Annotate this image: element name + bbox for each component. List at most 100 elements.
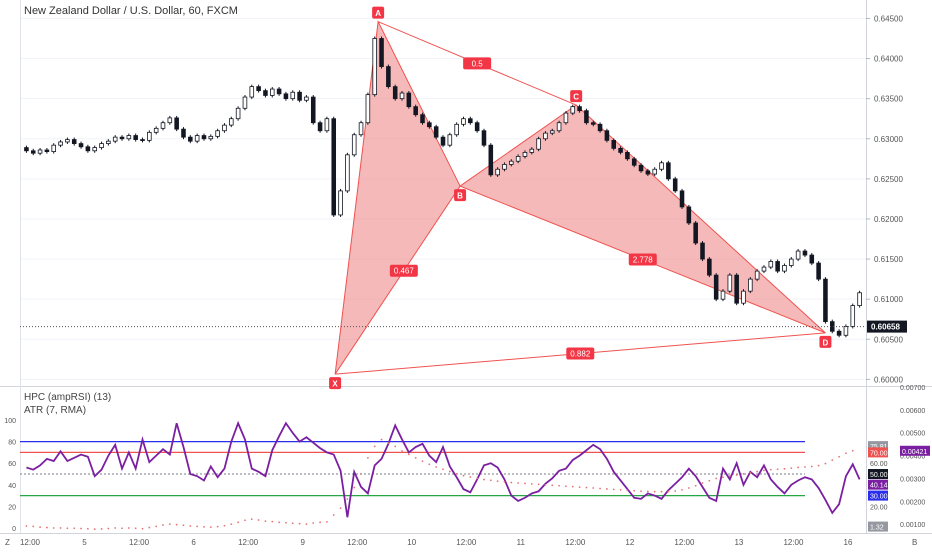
atr-dot bbox=[189, 525, 192, 527]
atr-dot bbox=[469, 476, 472, 478]
candle-body bbox=[713, 274, 719, 300]
time-tick-label: 10 bbox=[407, 538, 416, 547]
atr-dot bbox=[435, 466, 438, 468]
atr-dot bbox=[285, 521, 287, 524]
atr-dot bbox=[86, 527, 89, 530]
candle-body bbox=[659, 162, 664, 170]
atr-dot bbox=[278, 521, 280, 524]
candle-body bbox=[570, 106, 576, 114]
candle-body bbox=[208, 135, 214, 140]
osc-value-tag: 50.00 bbox=[870, 472, 888, 479]
current-price-tag bbox=[867, 320, 907, 333]
atr-dot bbox=[428, 463, 431, 466]
atr-dot bbox=[223, 524, 226, 527]
candle-body bbox=[495, 168, 500, 176]
atr-tick-label: 0.00500 bbox=[900, 431, 925, 438]
atr-dot bbox=[271, 520, 274, 523]
candle-body bbox=[310, 96, 316, 124]
atr-dot bbox=[380, 438, 383, 441]
chart-title: New Zealand Dollar / U.S. Dollar, 60, FX… bbox=[24, 5, 238, 17]
atr-dot bbox=[783, 467, 786, 470]
candle-body bbox=[693, 222, 698, 244]
atr-dot bbox=[394, 445, 397, 448]
osc-value-tag: 60.00 bbox=[870, 461, 888, 468]
candle-body bbox=[372, 38, 377, 96]
atr-dot bbox=[592, 487, 595, 489]
candle-body bbox=[481, 130, 487, 146]
atr-dot bbox=[66, 527, 69, 530]
time-tick-label: 12:00 bbox=[347, 538, 368, 547]
candle-body bbox=[625, 151, 630, 160]
candle-body bbox=[700, 242, 705, 260]
atr-tick-label: 0.00300 bbox=[900, 476, 925, 483]
price-tick-label: 0.61000 bbox=[874, 295, 903, 304]
pattern-point-marker bbox=[570, 90, 583, 103]
candle-body bbox=[181, 128, 186, 138]
atr-dot bbox=[127, 527, 130, 529]
candle-body bbox=[795, 250, 801, 260]
atr-dot bbox=[763, 469, 765, 472]
candle-body bbox=[652, 168, 657, 175]
candle-body bbox=[686, 206, 692, 224]
atr-dot bbox=[790, 467, 793, 470]
atr-dot bbox=[708, 479, 711, 482]
atr-dot bbox=[838, 455, 840, 458]
atr-dot bbox=[455, 472, 458, 475]
candle-body bbox=[99, 143, 104, 148]
candle-body bbox=[304, 96, 309, 101]
atr-dot bbox=[291, 522, 294, 525]
atr-dot bbox=[667, 490, 670, 493]
ratio-ac-label-bg bbox=[463, 57, 492, 70]
atr-dot bbox=[489, 479, 492, 482]
candle-body bbox=[30, 150, 36, 154]
atr-dot bbox=[776, 468, 779, 471]
atr-dot bbox=[769, 468, 772, 471]
atr-dot bbox=[168, 523, 171, 526]
candle-body bbox=[782, 265, 787, 272]
atr-dot bbox=[175, 523, 178, 526]
osc-left-tick-label: 20 bbox=[8, 504, 16, 511]
atr-dot bbox=[817, 464, 820, 467]
candle-body bbox=[454, 123, 459, 136]
candle-body bbox=[215, 130, 220, 137]
candle-body bbox=[249, 86, 255, 98]
atr-dot bbox=[496, 480, 499, 483]
hpc-indicator-title: HPC (ampRSI) (13) bbox=[24, 392, 112, 403]
candle-body bbox=[386, 66, 391, 88]
candle-body bbox=[24, 147, 29, 152]
atr-dot bbox=[483, 478, 485, 481]
osc-value-tag: 40.14 bbox=[870, 483, 888, 490]
atr-dot bbox=[264, 520, 267, 523]
atr-dot bbox=[517, 482, 520, 484]
atr-dot bbox=[448, 470, 451, 473]
atr-dot bbox=[319, 521, 321, 524]
candle-body bbox=[618, 147, 623, 153]
candle-body bbox=[263, 90, 268, 96]
candle-body bbox=[256, 86, 261, 92]
price-tick-label: 0.61500 bbox=[874, 255, 903, 264]
osc-left-tick-label: 100 bbox=[4, 418, 16, 425]
candle-body bbox=[850, 305, 856, 327]
candle-body bbox=[666, 162, 671, 180]
osc-left-tick-label: 60 bbox=[8, 461, 16, 468]
atr-dot bbox=[851, 449, 854, 452]
candle-body bbox=[399, 92, 405, 100]
atr-dot bbox=[831, 459, 834, 462]
time-tick-label: 6 bbox=[191, 538, 196, 547]
osc-value-tag-bg bbox=[868, 490, 888, 501]
pattern-triangle-xab bbox=[334, 19, 461, 375]
time-tick-label: 12:00 bbox=[456, 538, 477, 547]
candle-body bbox=[317, 122, 323, 132]
candle-body bbox=[843, 326, 849, 336]
candle-body bbox=[536, 138, 541, 150]
atr-dot bbox=[442, 468, 444, 471]
candle-body bbox=[816, 262, 821, 280]
candle-body bbox=[78, 143, 84, 148]
time-tick-label: 9 bbox=[300, 538, 305, 547]
pattern-point-label: X bbox=[332, 380, 338, 389]
atr-dot bbox=[93, 528, 96, 531]
osc-value-tag-bg bbox=[900, 445, 930, 456]
candle-body bbox=[549, 130, 555, 134]
atr-tick-label: 0.00400 bbox=[900, 454, 925, 461]
